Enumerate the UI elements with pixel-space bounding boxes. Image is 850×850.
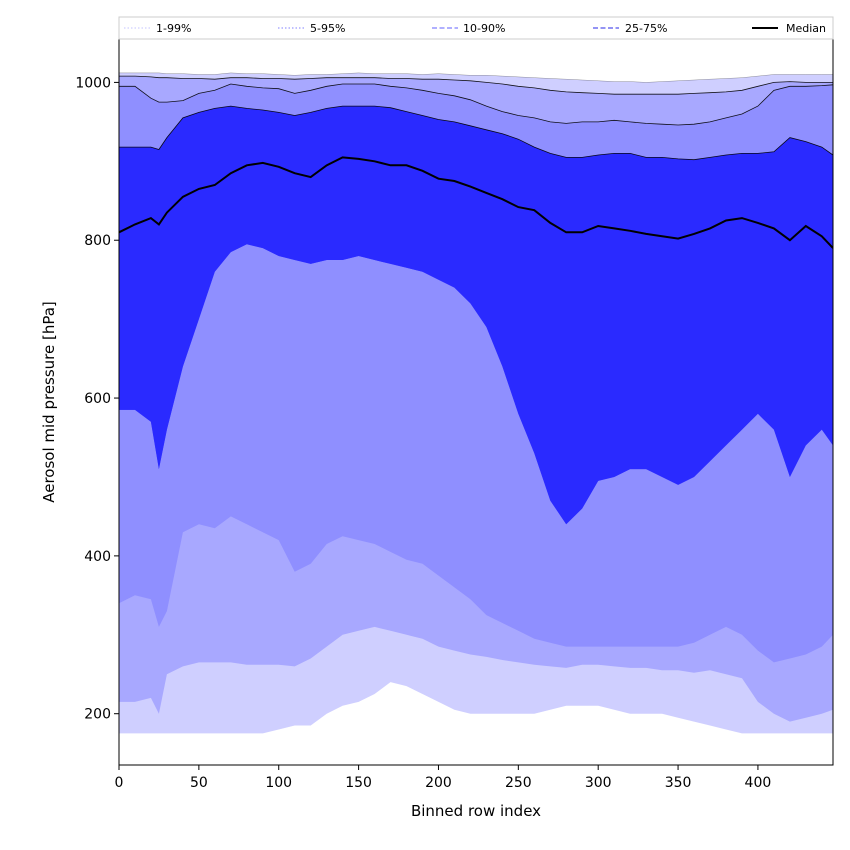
legend-label-10-90pct: 10-90%: [463, 22, 505, 35]
x-tick-label-0: 0: [115, 775, 124, 791]
median-line: [119, 156, 833, 249]
band-upper-line-1-99pct: [119, 72, 833, 83]
x-tick-label-50: 50: [190, 775, 208, 791]
legend-label-median: Median: [786, 22, 826, 35]
band-upper-line-5-95pct: [119, 75, 833, 95]
x-tick-label-350: 350: [665, 775, 692, 791]
y-tick-label-800: 800: [84, 233, 111, 249]
x-tick-label-400: 400: [745, 775, 772, 791]
x-axis-label: Binned row index: [411, 802, 541, 820]
y-tick-label-1000: 1000: [75, 75, 111, 91]
y-tick-label-200: 200: [84, 707, 111, 723]
y-tick-label-600: 600: [84, 391, 111, 407]
y-tick-label-400: 400: [84, 549, 111, 565]
legend-box: [118, 16, 834, 40]
legend: 1-99% 5-95% 10-90% 25-75% Median: [118, 16, 834, 40]
band-25-75pct-fill: [119, 106, 833, 525]
legend-label-5-95pct: 5-95%: [310, 22, 345, 35]
x-tick-label-250: 250: [505, 775, 532, 791]
x-tick-label-100: 100: [265, 775, 292, 791]
legend-label-1-99pct: 1-99%: [156, 22, 191, 35]
bands-group: [119, 72, 833, 734]
axes: 0 50 100 150 200 250 300 350 400 200 400 600 800 1000: [75, 38, 834, 791]
band-upper-line-10-90pct: [119, 83, 833, 126]
x-tick-label-150: 150: [345, 775, 372, 791]
legend-label-25-75pct: 25-75%: [625, 22, 667, 35]
x-tick-label-300: 300: [585, 775, 612, 791]
y-axis-label: Aerosol mid pressure [hPa]: [40, 301, 58, 503]
x-tick-label-200: 200: [425, 775, 452, 791]
plot-area: [119, 72, 833, 734]
band-upper-line-25-75pct: [119, 105, 833, 161]
